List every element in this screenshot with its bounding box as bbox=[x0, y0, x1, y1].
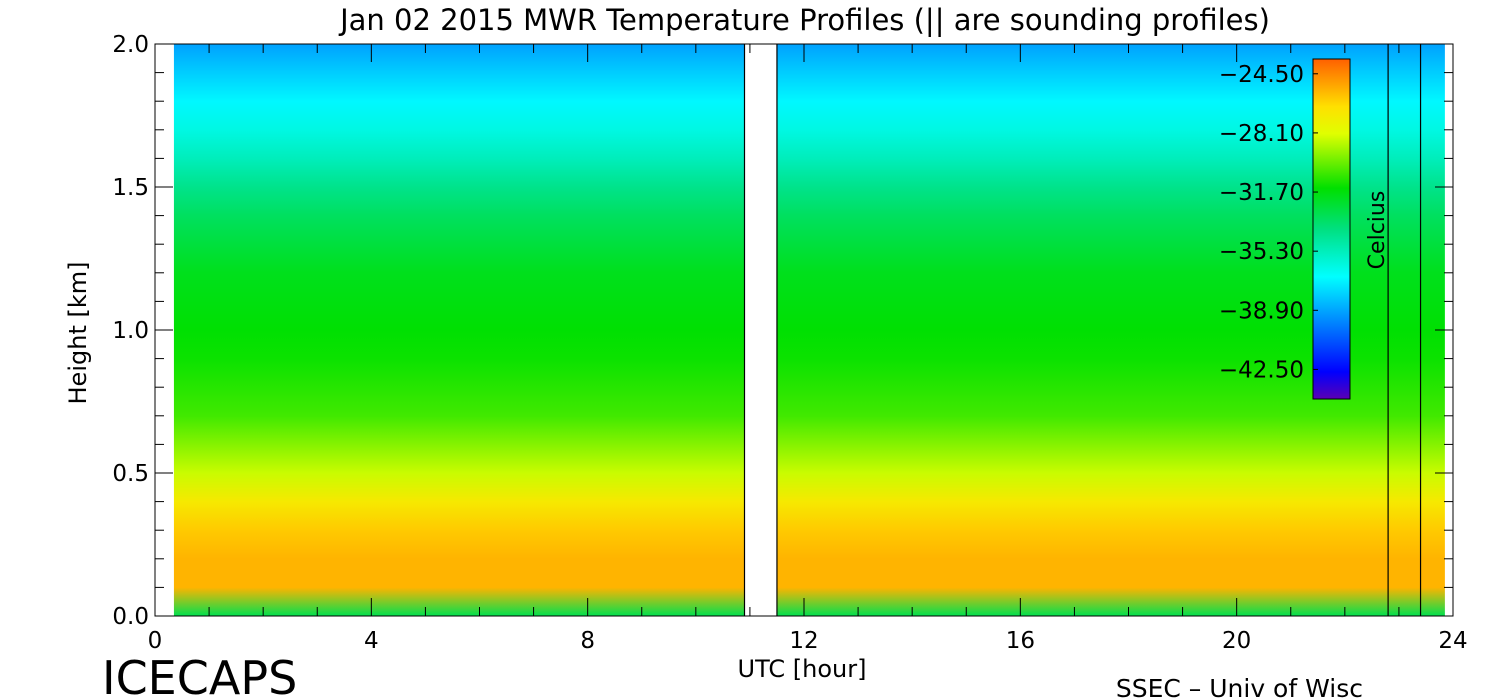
y-tick-label: 2.0 bbox=[112, 32, 149, 58]
x-tick-label: 8 bbox=[580, 628, 595, 654]
y-tick-label: 1.0 bbox=[112, 318, 149, 344]
y-axis: 0.0 0.5 1.0 1.5 2.0 bbox=[112, 32, 1453, 630]
footer-logo-icecaps: ICECAPS bbox=[102, 651, 297, 700]
temperature-field bbox=[173, 44, 1445, 616]
temperature-field-fill bbox=[173, 44, 1445, 616]
colorbar-ramp bbox=[1312, 58, 1351, 400]
colorbar-label: Celcius bbox=[1365, 191, 1390, 270]
x-tick-label: 16 bbox=[1006, 628, 1035, 654]
x-tick-label: 4 bbox=[364, 628, 379, 654]
x-tick-label: 0 bbox=[148, 628, 163, 654]
colorbar-tick-label: −38.90 bbox=[1219, 298, 1304, 324]
colorbar-tick-label: −42.50 bbox=[1219, 357, 1304, 383]
missing-data-gap bbox=[744, 44, 777, 616]
y-tick-label: 1.5 bbox=[112, 175, 149, 201]
chart-title: Jan 02 2015 MWR Temperature Profiles (||… bbox=[338, 3, 1270, 37]
data-gaps bbox=[744, 44, 777, 616]
x-axis: 0 4 8 12 16 20 24 bbox=[148, 44, 1468, 654]
colorbar-tick-label: −31.70 bbox=[1219, 180, 1304, 206]
colorbar-tick-label: −35.30 bbox=[1219, 239, 1304, 265]
colorbar-ticks: −24.50 −28.10 −31.70 −35.30 −38.90 −42.50 bbox=[1219, 62, 1318, 383]
y-tick-label: 0.0 bbox=[112, 604, 149, 630]
y-tick-label: 0.5 bbox=[112, 461, 149, 487]
x-tick-label: 12 bbox=[789, 628, 818, 654]
x-axis-label: UTC [hour] bbox=[738, 655, 867, 683]
x-tick-label: 20 bbox=[1222, 628, 1251, 654]
sounding-profile-lines bbox=[743, 44, 1422, 616]
colorbar-tick-label: −28.10 bbox=[1219, 121, 1304, 147]
x-tick-label: 24 bbox=[1438, 628, 1467, 654]
colorbar-tick-label: −24.50 bbox=[1219, 62, 1304, 88]
colorbar: −24.50 −28.10 −31.70 −35.30 −38.90 −42.50 Cel… bbox=[1219, 58, 1390, 400]
footer-credit: SSEC – Univ of Wisc bbox=[1116, 674, 1363, 700]
y-axis-label: Height [km] bbox=[64, 262, 92, 405]
